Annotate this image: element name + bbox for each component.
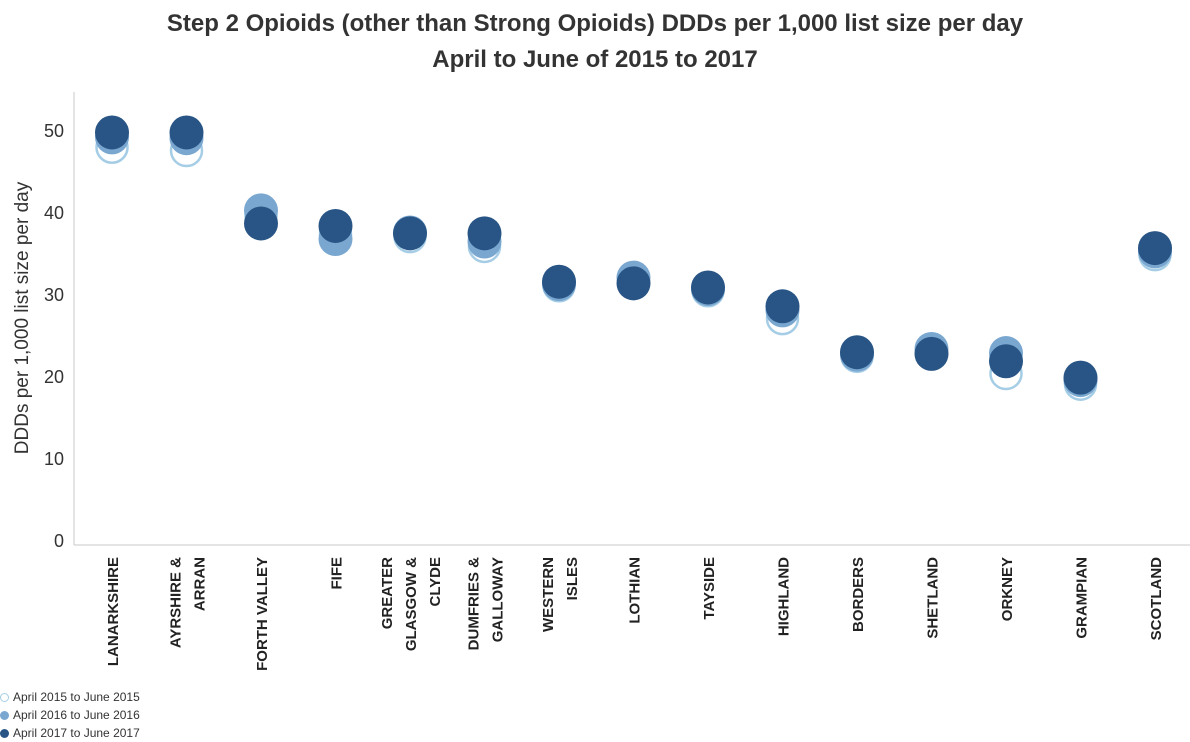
x-tick-label: TAYSIDE bbox=[701, 557, 718, 620]
data-point-series-3[interactable] bbox=[765, 289, 800, 324]
chart-title: Step 2 Opioids (other than Strong Opioid… bbox=[166, 10, 1024, 37]
y-tick-label: 50 bbox=[44, 121, 64, 141]
data-point-series-3[interactable] bbox=[244, 206, 278, 241]
data-point-series-3[interactable] bbox=[989, 344, 1023, 379]
x-tick-label: LANARKSHIRE bbox=[105, 557, 122, 666]
legend-label: April 2016 to June 2016 bbox=[13, 708, 140, 722]
x-tick-label: FIFE bbox=[329, 557, 346, 590]
y-ticks: 0 10 20 30 40 50 bbox=[44, 121, 64, 551]
legend-marker-dark bbox=[0, 728, 9, 738]
legend-item-2016[interactable]: April 2016 to June 2016 bbox=[0, 706, 140, 724]
data-point-series-3[interactable] bbox=[691, 270, 725, 305]
y-tick-label: 30 bbox=[44, 285, 64, 305]
x-tick-label: ISLES bbox=[564, 557, 581, 600]
scatter-chart: DDDs per 1,000 list size per day 0 10 20 30… bbox=[12, 92, 1190, 671]
data-point-series-3[interactable] bbox=[840, 335, 874, 370]
y-tick-label: 0 bbox=[54, 531, 64, 551]
x-tick-label: BORDERS bbox=[850, 557, 867, 632]
x-tick-label: GREATER bbox=[379, 557, 396, 629]
data-point-series-3[interactable] bbox=[95, 115, 129, 150]
legend-item-2015[interactable]: April 2015 to June 2015 bbox=[0, 688, 140, 706]
x-tick-label: ARRAN bbox=[192, 557, 209, 611]
legend-marker-light bbox=[0, 710, 9, 720]
legend-marker-hollow bbox=[0, 692, 9, 702]
data-point-series-3[interactable] bbox=[393, 216, 427, 251]
data-points bbox=[95, 115, 1172, 401]
y-tick-label: 40 bbox=[44, 203, 64, 223]
legend: April 2015 to June 2015 April 2016 to Ju… bbox=[0, 688, 140, 742]
data-point-series-3[interactable] bbox=[318, 208, 353, 243]
x-tick-label: WESTERN bbox=[540, 557, 557, 632]
legend-label: April 2015 to June 2015 bbox=[13, 690, 140, 704]
legend-item-2017[interactable]: April 2017 to June 2017 bbox=[0, 724, 140, 742]
data-point-series-3[interactable] bbox=[616, 266, 651, 301]
data-point-series-3[interactable] bbox=[169, 115, 204, 150]
data-point-series-3[interactable] bbox=[542, 264, 576, 299]
x-tick-label: FORTH VALLEY bbox=[254, 557, 271, 671]
y-axis-label: DDDs per 1,000 list size per day bbox=[12, 181, 33, 454]
y-tick-label: 20 bbox=[44, 367, 64, 387]
y-tick-label: 10 bbox=[44, 449, 64, 469]
x-tick-label: HIGHLAND bbox=[776, 557, 793, 636]
data-point-series-3[interactable] bbox=[1063, 360, 1098, 395]
x-tick-labels: LANARKSHIRE AYRSHIRE & ARRAN FORTH VALLEY FI… bbox=[105, 557, 1165, 671]
legend-label: April 2017 to June 2017 bbox=[13, 726, 140, 740]
x-tick-label: GLASGOW & bbox=[403, 557, 420, 651]
data-point-series-3[interactable] bbox=[1138, 231, 1172, 266]
x-tick-label: DUMFRIES & bbox=[466, 557, 483, 651]
chart-subtitle: April to June of 2015 to 2017 bbox=[432, 46, 758, 73]
x-tick-label: GRAMPIAN bbox=[1074, 557, 1091, 639]
x-tick-label: LOTHIAN bbox=[627, 557, 644, 624]
x-tick-label: AYRSHIRE & bbox=[168, 557, 185, 648]
x-tick-label: SCOTLAND bbox=[1148, 557, 1165, 640]
x-tick-label: CLYDE bbox=[427, 557, 444, 606]
x-tick-label: GALLOWAY bbox=[490, 557, 507, 642]
x-tick-label: SHETLAND bbox=[925, 557, 942, 639]
data-point-series-3[interactable] bbox=[914, 336, 949, 371]
data-point-series-3[interactable] bbox=[467, 216, 502, 251]
x-tick-label: ORKNEY bbox=[999, 557, 1016, 621]
